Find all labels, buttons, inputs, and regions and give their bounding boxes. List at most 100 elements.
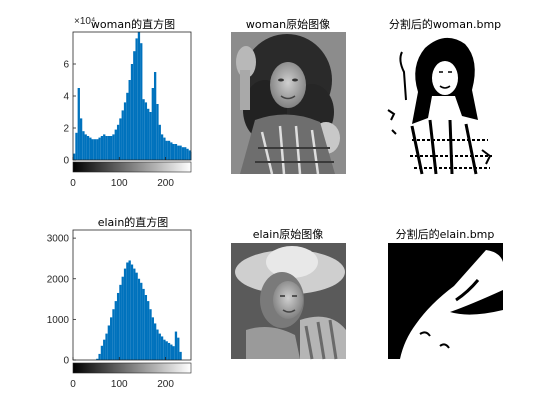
- histogram-bar: [103, 134, 106, 160]
- histogram-bar: [140, 282, 143, 360]
- histogram-bar: [147, 108, 150, 160]
- histogram-bar: [163, 339, 166, 360]
- histogram-bar: [103, 339, 106, 360]
- histogram-bar: [186, 148, 189, 160]
- histogram-bar: [91, 139, 94, 160]
- histogram-bar: [105, 333, 108, 360]
- histogram-bar: [177, 145, 180, 160]
- hist-woman-title: woman的直方图: [91, 17, 175, 31]
- histogram-bar: [82, 131, 85, 160]
- histogram-bar: [114, 129, 117, 160]
- y-tick-label: 2000: [47, 274, 70, 285]
- histogram-bar: [86, 136, 90, 160]
- histogram-bar: [174, 331, 178, 360]
- hist-elain-bars: [96, 260, 182, 360]
- hist-woman-panel: woman的直方图 ×10⁴ 0 100 200 0 2 4 6: [63, 16, 192, 189]
- histogram-bar: [177, 337, 180, 360]
- img-elain-picture: [231, 243, 346, 360]
- histogram-bar: [181, 147, 185, 160]
- histogram-bar: [105, 136, 108, 160]
- histogram-bar: [100, 345, 104, 360]
- histogram-bar: [140, 43, 143, 161]
- histogram-bar: [121, 110, 124, 160]
- histogram-bar: [156, 329, 159, 360]
- histogram-bar: [153, 72, 157, 160]
- histogram-bar: [167, 140, 171, 160]
- histogram-bar: [160, 336, 164, 360]
- histogram-bar: [116, 124, 120, 160]
- x-tick-label: 0: [70, 379, 76, 390]
- histogram-bar: [156, 104, 159, 160]
- histogram-bar: [179, 351, 182, 360]
- histogram-bar: [96, 139, 99, 160]
- histogram-bar: [165, 140, 168, 160]
- histogram-bar: [110, 317, 113, 360]
- histogram-bar: [151, 317, 154, 360]
- x-tick-label: 100: [111, 178, 128, 189]
- histogram-bar: [137, 32, 141, 160]
- histogram-bar: [184, 147, 187, 160]
- histogram-bar: [149, 112, 152, 160]
- hist-elain-gray-ramp: [72, 362, 192, 374]
- histogram-bar: [142, 99, 145, 160]
- histogram-bar: [188, 150, 191, 160]
- histogram-bar: [126, 262, 129, 360]
- histogram-bar: [98, 137, 101, 160]
- histogram-bar: [75, 132, 78, 160]
- x-tick-label: 0: [70, 178, 76, 189]
- histogram-bar: [128, 260, 131, 360]
- seg-elain-picture: [388, 243, 503, 359]
- histogram-bar: [170, 142, 173, 160]
- histogram-bar: [163, 137, 166, 160]
- histogram-bar: [73, 153, 76, 160]
- hist-woman-bars: [73, 32, 192, 161]
- histogram-bar: [133, 51, 136, 161]
- y-tick-label: 0: [63, 156, 69, 167]
- histogram-bar: [119, 118, 122, 160]
- histogram-bar: [149, 309, 152, 360]
- x-tick-label: 200: [157, 379, 174, 390]
- histogram-bar: [96, 358, 99, 360]
- histogram-bar: [89, 137, 92, 160]
- histogram-bar: [126, 92, 129, 160]
- hist-woman-exponent: ×10⁴: [74, 16, 95, 27]
- histogram-bar: [179, 145, 182, 160]
- histogram-bar: [112, 309, 115, 360]
- y-tick-label: 2: [63, 124, 69, 135]
- histogram-bar: [172, 144, 175, 160]
- histogram-bar: [116, 292, 120, 360]
- seg-woman-picture: [387, 32, 503, 175]
- y-tick-label: 1000: [47, 315, 70, 326]
- histogram-bar: [128, 80, 131, 160]
- histogram-bar: [158, 333, 161, 360]
- seg-elain-title: 分割后的elain.bmp: [396, 227, 495, 241]
- histogram-bar: [135, 272, 138, 360]
- histogram-bar: [142, 288, 145, 360]
- histogram-bar: [100, 136, 104, 160]
- histogram-bar: [107, 136, 111, 160]
- histogram-bar: [123, 102, 127, 160]
- img-woman-title: woman原始图像: [246, 17, 330, 31]
- histogram-bar: [144, 102, 148, 160]
- histogram-bar: [158, 124, 161, 160]
- x-tick-label: 200: [157, 178, 174, 189]
- histogram-bar: [167, 342, 171, 360]
- hist-elain-axes-box: [72, 229, 192, 361]
- histogram-bar: [112, 134, 115, 160]
- histogram-bar: [121, 276, 124, 360]
- x-tick-label: 100: [111, 379, 128, 390]
- histogram-bar: [135, 38, 138, 160]
- histogram-bar: [172, 346, 175, 360]
- img-woman-panel: woman原始图像: [231, 17, 346, 175]
- histogram-bar: [119, 284, 122, 360]
- histogram-bar: [165, 341, 168, 360]
- histogram-bar: [137, 278, 141, 360]
- histogram-bar: [77, 88, 80, 160]
- histogram-bar: [170, 344, 173, 360]
- hist-elain-title: elain的直方图: [98, 215, 169, 229]
- histogram-bar: [153, 323, 157, 360]
- histogram-bar: [147, 301, 150, 360]
